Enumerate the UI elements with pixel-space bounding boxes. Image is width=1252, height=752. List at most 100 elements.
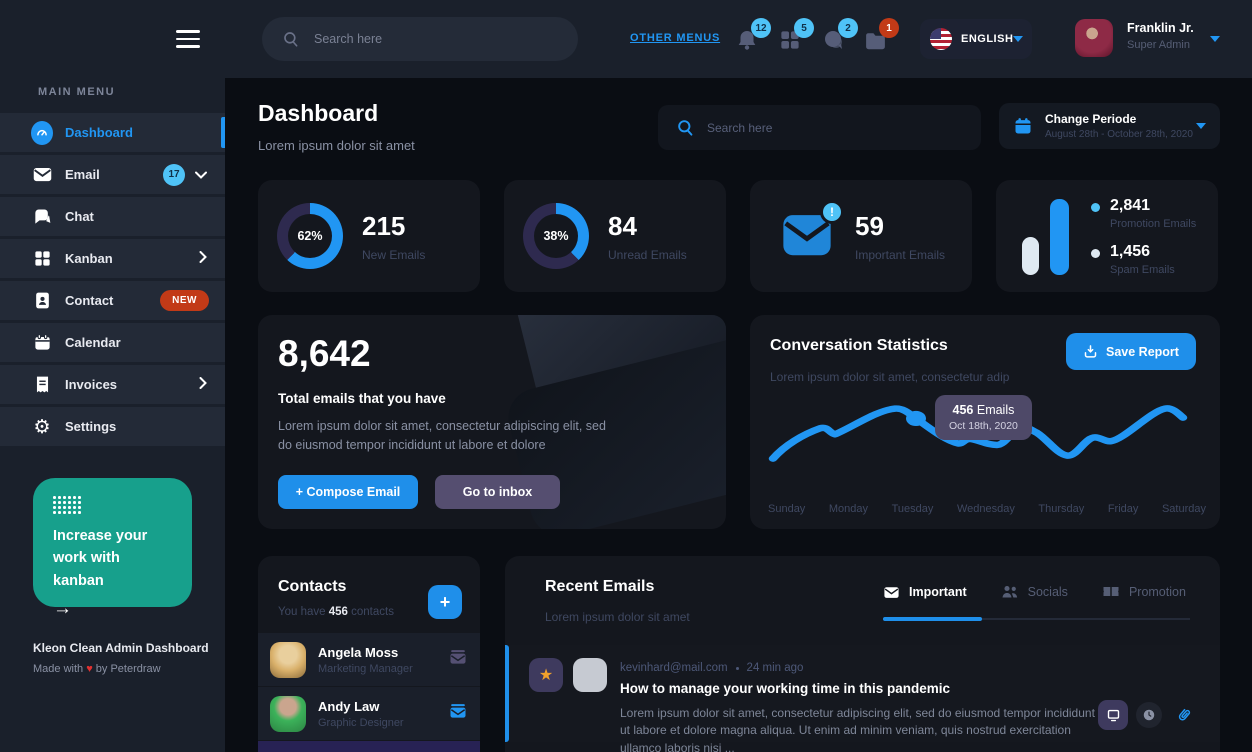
page-title: Dashboard [258,100,379,126]
contact-row[interactable]: Angela Moss Marketing Manager [258,633,480,686]
device-button[interactable] [1098,700,1128,730]
chevron-down-icon[interactable] [195,166,207,184]
menu-toggle-icon[interactable] [176,30,200,48]
kanban-promo-card[interactable]: Increase your work with kanban → [33,478,192,619]
legend-label: Promotion Emails [1110,217,1197,230]
contact-role: Marketing Manager [318,662,413,675]
dashboard-search[interactable] [658,105,981,150]
contact-icon [31,290,53,312]
change-periode-selector[interactable]: Change Periode August 28th - October 28t… [999,103,1220,149]
contact-name: Angela Moss [318,644,399,660]
stat-label: New Emails [362,247,426,262]
avatar [270,641,306,678]
heart-icon: ♥ [86,663,93,675]
recent-emails-card: Recent Emails Lorem ipsum dolor sit amet… [505,556,1220,752]
search-input[interactable] [707,120,947,135]
donut-percent: 38% [543,229,569,243]
search-input[interactable] [314,32,544,46]
tab-socials[interactable]: Socials [1001,584,1068,599]
user-info[interactable]: Franklin Jr. Super Admin [1127,21,1194,51]
invoices-icon [31,374,53,396]
sidebar-item-dashboard[interactable]: Dashboard [0,113,225,152]
people-icon [1002,585,1017,598]
tooltip-date: Oct 18th, 2020 [949,420,1018,432]
user-name: Franklin Jr. [1127,21,1194,35]
sidebar-item-label: Contact [65,293,114,308]
sidebar-item-email[interactable]: Email 17 [0,155,225,194]
search-icon [284,32,298,47]
sidebar-item-chat[interactable]: Chat [0,197,225,236]
stat-card-promo-spam: 2,841 Promotion Emails 1,456 Spam Emails [996,180,1218,292]
envelope-icon: ! [778,199,844,265]
star-icon[interactable]: ★ [529,658,563,692]
app-credit: Made with ♥ by Peterdraw [33,663,161,675]
total-emails-body: Lorem ipsum dolor sit amet, consectetur … [278,419,606,453]
save-report-button[interactable]: Save Report [1066,333,1196,370]
sidebar-item-contact[interactable]: Contact NEW [0,281,225,320]
tab-important[interactable]: Important [883,584,967,599]
inbox-button[interactable]: 1 [863,18,899,54]
kanban-icon [31,248,53,270]
email-row[interactable]: ★ kevinhard@mail.com 24 min ago How to m… [505,645,1220,752]
contact-name: Andy Law [318,698,380,714]
sidebar-item-label: Dashboard [65,125,133,140]
add-contact-button[interactable]: + [428,585,462,619]
topbar-search[interactable] [262,17,578,61]
calendar-icon [1015,118,1031,134]
contact-row[interactable] [258,741,480,752]
sidebar-item-kanban[interactable]: Kanban [0,239,225,278]
card-title: Recent Emails [545,578,655,595]
highlight-point[interactable] [906,410,926,427]
line-chart: 456 Emails Oct 18th, 2020 [765,395,1205,501]
snooze-button[interactable] [1136,702,1162,728]
chevron-right-icon[interactable] [199,376,207,394]
sidebar: MAIN MENU Dashboard Email 17 Chat Kanban… [0,0,225,752]
card-title: Contacts [278,578,347,595]
email-meta: kevinhard@mail.com 24 min ago [620,662,803,674]
sidebar-item-settings[interactable]: ⚙ Settings [0,407,225,446]
tooltip-value: 456 [952,403,974,417]
legend-dot [1091,248,1100,258]
notifications-button[interactable]: 12 [735,18,771,54]
new-badge: NEW [160,290,209,311]
arrow-right-icon[interactable]: → [53,598,72,620]
send-email-icon[interactable] [448,702,468,725]
contacts-count-text: You have 456 contacts [278,606,394,618]
compose-email-button[interactable]: + Compose Email [278,475,418,509]
calendar-icon [31,332,53,354]
bell-icon [738,31,756,50]
chevron-down-icon[interactable] [1210,36,1220,42]
legend-dot [1091,202,1100,212]
language-label: ENGLISH [961,33,1014,45]
mini-bar-chart [1022,197,1069,275]
chevron-right-icon[interactable] [199,250,207,268]
download-icon [1084,345,1097,358]
donut-chart-62: 62% [277,203,343,269]
chat-icon [825,31,842,49]
send-email-icon[interactable] [448,648,468,671]
sidebar-item-calendar[interactable]: Calendar [0,323,225,362]
user-role: Super Admin [1127,39,1190,51]
card-subtitle: Lorem ipsum dolor sit amet, consectetur … [770,370,1010,384]
avatar[interactable] [1075,19,1113,57]
email-preview: Lorem ipsum dolor sit amet, consectetur … [620,706,1095,752]
tab-promotion[interactable]: Promotion [1102,584,1186,599]
contact-row[interactable]: Andy Law Graphic Designer [258,687,480,740]
go-to-inbox-button[interactable]: Go to inbox [435,475,560,509]
contact-role: Graphic Designer [318,716,404,729]
active-tab-indicator [883,617,982,621]
other-menus-link[interactable]: OTHER MENUS [630,32,721,44]
attachment-button[interactable] [1170,701,1198,729]
chart-tooltip: 456 Emails Oct 18th, 2020 [935,395,1032,440]
sidebar-item-invoices[interactable]: Invoices [0,365,225,404]
sidebar-section-title: MAIN MENU [38,86,116,98]
email-from: kevinhard@mail.com [620,662,728,674]
total-emails-value: 8,642 [278,333,371,374]
messages-button[interactable]: 2 [822,18,858,54]
apps-button[interactable]: 5 [778,18,814,54]
chat-icon [31,206,53,228]
row-accent-bar [505,645,509,742]
sidebar-item-label: Invoices [65,377,118,392]
language-selector[interactable]: ENGLISH [920,19,1032,59]
promo-title: Increase your work with kanban [53,528,148,589]
